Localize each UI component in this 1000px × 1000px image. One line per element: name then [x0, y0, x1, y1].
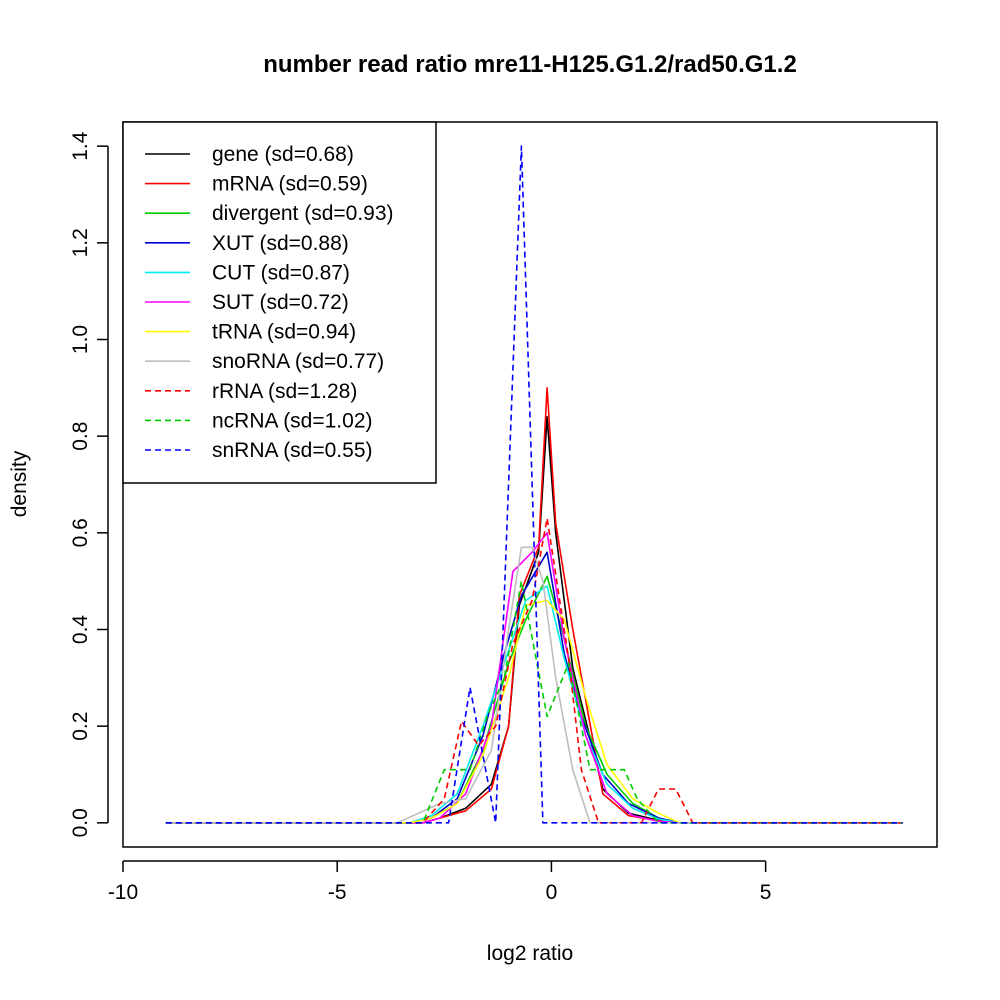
x-tick-label: -5: [328, 881, 347, 904]
legend-label: divergent (sd=0.93): [212, 202, 394, 225]
legend-label: ncRNA (sd=1.02): [212, 409, 373, 432]
x-tick-label: 5: [760, 881, 772, 904]
series-line-2: [165, 575, 903, 824]
legend-label: snRNA (sd=0.55): [212, 439, 373, 462]
legend-label: snoRNA (sd=0.77): [212, 350, 384, 373]
series-line-5: [165, 532, 903, 824]
legend: gene (sd=0.68) mRNA (sd=0.59) divergent (s…: [122, 121, 437, 484]
series-line-7: [165, 546, 903, 824]
y-tick-label: 1.4: [69, 131, 92, 161]
y-tick-label: 0.2: [69, 712, 92, 741]
y-tick-label: 0.0: [69, 808, 92, 837]
y-axis-label: density: [8, 450, 31, 517]
x-tick-label: 0: [546, 881, 558, 904]
x-axis-label: log2 ratio: [487, 942, 573, 965]
series-line-10: [165, 145, 903, 824]
y-tick-label: 0.4: [69, 615, 92, 645]
plot-frame: [122, 121, 938, 848]
legend-label: SUT (sd=0.72): [212, 291, 349, 314]
series-line-0: [165, 416, 903, 824]
series-layer: [165, 145, 903, 824]
chart-title: number read ratio mre11-H125.G1.2/rad50.…: [263, 51, 797, 78]
y-tick-label: 0.6: [69, 518, 92, 547]
y-tick-label: 1.0: [69, 325, 92, 354]
legend-label: tRNA (sd=0.94): [212, 321, 356, 344]
y-tick-label: 1.2: [69, 228, 92, 257]
series-line-8: [165, 517, 903, 824]
legend-label: rRNA (sd=1.28): [212, 380, 357, 403]
series-line-3: [165, 551, 903, 824]
y-axis: 0.0 0.2 0.4 0.6 0.8 1.0 1.2 1.4: [69, 131, 109, 837]
series-line-6: [165, 599, 903, 824]
series-line-9: [165, 580, 903, 824]
legend-label: mRNA (sd=0.59): [212, 173, 368, 196]
legend-label: gene (sd=0.68): [212, 143, 354, 166]
legend-label: XUT (sd=0.88): [212, 232, 349, 255]
x-axis: -10 -5 0 5: [108, 860, 772, 904]
legend-label: CUT (sd=0.87): [212, 261, 350, 284]
series-line-4: [165, 585, 903, 824]
y-tick-label: 0.8: [69, 422, 92, 451]
x-tick-label: -10: [108, 881, 138, 904]
